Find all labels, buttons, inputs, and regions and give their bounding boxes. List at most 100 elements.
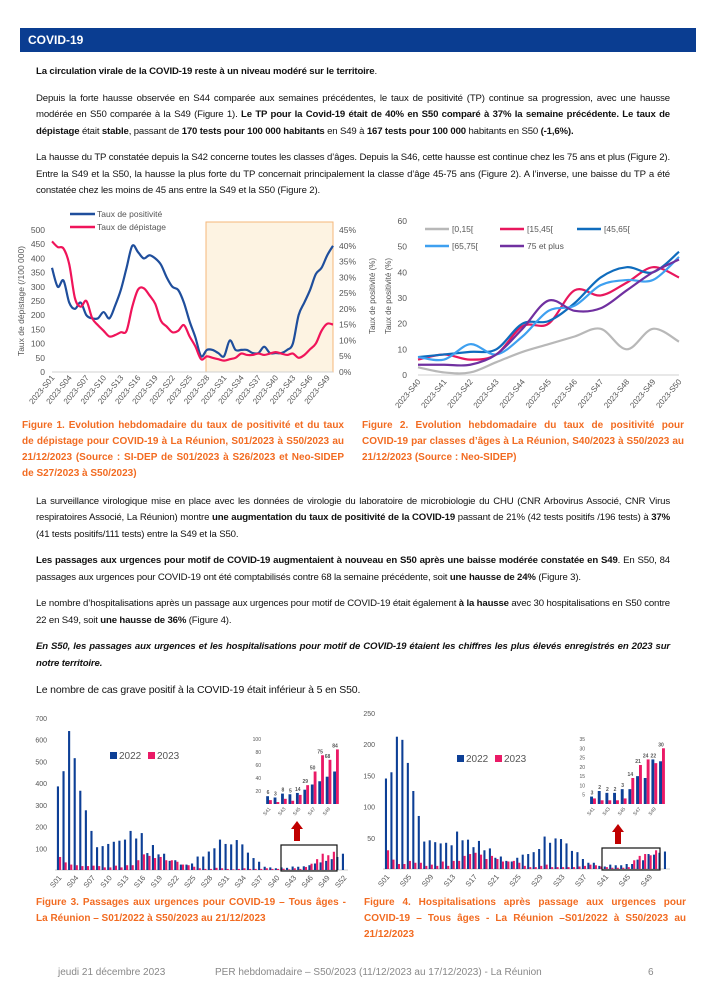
inset-data-label: 24 [643,753,649,759]
bar-2022 [302,865,305,870]
inset-bar-2023 [662,747,665,804]
inset-data-label: 6 [267,790,270,796]
inset-x-tick-label: S45 [292,806,302,817]
y-tick-label: 300 [31,281,45,291]
inset-y-tick-label: 30 [579,746,585,752]
bar-2023 [430,864,433,869]
x-tick-label: S13 [115,873,130,889]
text-segment: (41 tests positifs/111 tests) entre la S… [36,528,239,540]
y-tick-label: 100 [363,804,375,811]
inset-y-tick-label: 20 [255,789,261,795]
inset-bar-2023 [306,784,310,804]
x-tick-label: S01 [48,873,63,889]
bar-2022 [461,839,464,869]
inset-x-tick-label: S47 [307,806,317,817]
bar-2023 [293,867,296,870]
inset-bar-2023 [291,800,295,804]
bar-2022 [576,851,579,869]
x-tick-label: 2023-S50 [654,377,684,410]
legend-label: [15,45[ [527,224,554,234]
text-segment: 167 tests pour 100 000 [366,125,466,137]
inset-x-tick-label: S49 [648,806,658,817]
bar-2023 [589,864,592,869]
legend-label: [0,15[ [452,224,474,234]
bar-2022 [185,864,188,870]
bar-2023 [605,866,608,869]
text-segment: Le nombre d’hospitalisations après un pa… [36,598,459,609]
bar-2023 [474,852,477,869]
bar-2022 [505,860,508,869]
bar-2023 [316,858,319,870]
bar-2023 [249,868,252,870]
bar-2022 [636,859,639,869]
inset-bar-2023 [646,758,650,804]
text-segment: . [374,66,377,77]
bar-2022 [168,860,171,870]
bar-2023 [176,861,179,870]
section-header: COVID-19 [20,28,696,52]
bar-2023 [397,863,401,869]
bar-2022 [592,862,595,869]
series-line-3 [417,255,680,361]
bar-2023 [142,853,145,870]
bar-2023 [282,868,285,870]
bar-2023 [452,860,455,869]
legend-swatch [148,751,155,759]
bar-2022 [609,864,612,869]
bar-2023 [419,862,422,869]
bar-2022 [565,842,568,869]
bar-2022 [570,850,573,869]
inset-bar-2022 [597,790,601,804]
series-line-1 [51,240,334,362]
bar-2022 [603,866,606,869]
bar-2022 [95,846,99,870]
bar-2023 [332,851,335,870]
legend-label: 75 et plus [527,241,564,251]
figure-1-caption: Figure 1. Evolution hebdomadaire du taux… [22,419,344,479]
x-tick-label: S29 [529,872,544,888]
bar-2023 [518,862,521,869]
bar-2022 [202,856,205,870]
x-tick-label: S34 [232,873,247,889]
text-segment: (Figure 4). [186,614,232,626]
y-tick-label: 40 [398,267,408,277]
y2-tick-label: 5% [339,351,352,361]
bar-2023 [594,864,597,869]
bar-2022 [135,838,138,870]
bar-2022 [581,858,584,869]
figure-3-caption: Figure 3. Passages aux urgences pour COV… [36,896,346,924]
page-number: 6 [648,966,654,978]
series-line-2 [417,250,680,358]
y-tick-label: 300 [35,802,47,809]
x-tick-label: S19 [149,873,164,889]
bar-2022 [620,864,623,869]
text-segment: Les passages aux urgences pour motif de … [36,555,618,566]
legend-label: Taux de positivité [97,209,162,219]
inset-bar-2022 [333,771,336,804]
inset-bar-2022 [325,776,329,804]
figure-2-caption: Figure 2. Evolution hebdomadaire du taux… [362,419,684,463]
bar-2023 [109,866,112,870]
x-tick-label: S33 [551,872,566,888]
bar-2023 [260,868,263,870]
bar-2022 [390,771,393,869]
bar-2023 [414,862,417,869]
x-tick-label: 2023-S41 [419,377,449,410]
inset-bar-2022 [281,793,284,804]
legend-label: Taux de dépistage [97,222,166,232]
bar-2023 [148,855,151,870]
figure-1-chart: 0 50 100 150 200 250 300 350 400 450 500 0% 5% 10% 15%… [16,209,356,406]
bar-2023 [254,868,257,870]
inset-y-tick-label: 80 [255,750,261,756]
paragraph-positivity: Depuis la forte hausse observée en S44 c… [36,91,670,141]
bar-2022 [483,849,486,869]
bar-2022 [218,839,222,870]
bar-2022 [174,859,177,870]
bar-2022 [456,831,459,869]
x-tick-label: S25 [182,873,197,889]
paragraph-hospitalisations: Le nombre d’hospitalisations après un pa… [36,596,670,629]
footer-date: jeudi 21 décembre 2023 [58,966,166,978]
legend-label: [65,75[ [452,241,479,251]
bar-2022 [274,867,277,870]
inset-bar-2023 [616,799,619,804]
